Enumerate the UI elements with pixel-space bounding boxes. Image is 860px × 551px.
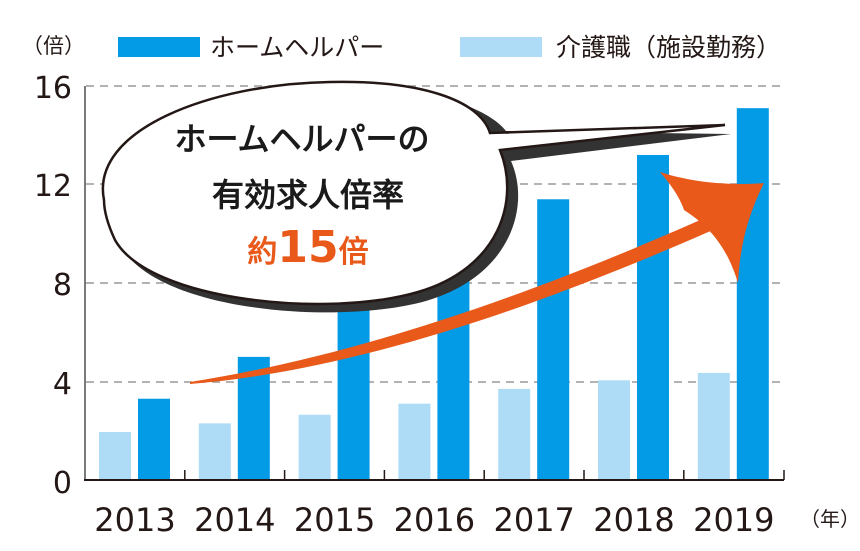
bar-care-worker-2016 (398, 403, 431, 480)
x-tick-labels: 2013 2014 2015 2016 2017 2018 2019 (94, 501, 774, 539)
x-tick-2019: 2019 (693, 501, 774, 539)
x-tick-2013: 2013 (94, 501, 175, 539)
x-tick-2015: 2015 (294, 501, 375, 539)
bar-care-worker-2015 (298, 414, 331, 480)
x-unit-label: （年） (800, 507, 860, 531)
bar-home-helper-2019 (736, 108, 769, 480)
callout-prefix: 約 (247, 235, 277, 270)
y-tick-labels: 16 12 8 4 0 (34, 71, 72, 501)
bar-home-helper-2017 (537, 199, 570, 480)
y-tick-12: 12 (34, 169, 72, 204)
bar-care-worker-2013 (99, 431, 131, 480)
bar-care-worker-2014 (198, 423, 231, 480)
trend-arrow (190, 172, 764, 384)
y-tick-16: 16 (34, 71, 72, 106)
callout-suffix: 倍 (339, 235, 369, 270)
x-axis-ticks (184, 470, 785, 480)
bar-home-helper-2015 (337, 295, 370, 480)
y-unit-label: （倍） (22, 34, 85, 58)
speech-bubble-callout: ホームヘルパーの 有効求人倍率 約15倍 (101, 80, 731, 313)
legend: （倍） ホームヘルパー 介護職（施設勤務） (22, 33, 781, 62)
legend-swatch-care-worker (460, 37, 542, 57)
x-tick-2016: 2016 (394, 501, 475, 539)
bars (99, 108, 769, 480)
bar-home-helper-2018 (637, 154, 669, 480)
callout-line-2: 有効求人倍率 (212, 176, 404, 214)
bar-care-worker-2018 (598, 380, 630, 480)
callout-line-3: 約15倍 (247, 222, 368, 273)
legend-label-home-helper: ホームヘルパー (210, 33, 384, 62)
bar-care-worker-2019 (697, 372, 730, 480)
y-tick-8: 8 (53, 268, 72, 303)
x-tick-2018: 2018 (593, 501, 674, 539)
y-tick-0: 0 (53, 466, 72, 501)
callout-number: 15 (277, 222, 338, 273)
x-tick-2017: 2017 (493, 501, 574, 539)
legend-swatch-home-helper (118, 37, 200, 57)
y-tick-4: 4 (53, 367, 72, 402)
legend-label-care-worker: 介護職（施設勤務） (556, 33, 781, 62)
callout-line-1: ホームヘルパーの (174, 120, 429, 158)
bar-care-worker-2017 (498, 388, 531, 480)
x-tick-2014: 2014 (194, 501, 275, 539)
bar-home-helper-2013 (138, 398, 170, 480)
